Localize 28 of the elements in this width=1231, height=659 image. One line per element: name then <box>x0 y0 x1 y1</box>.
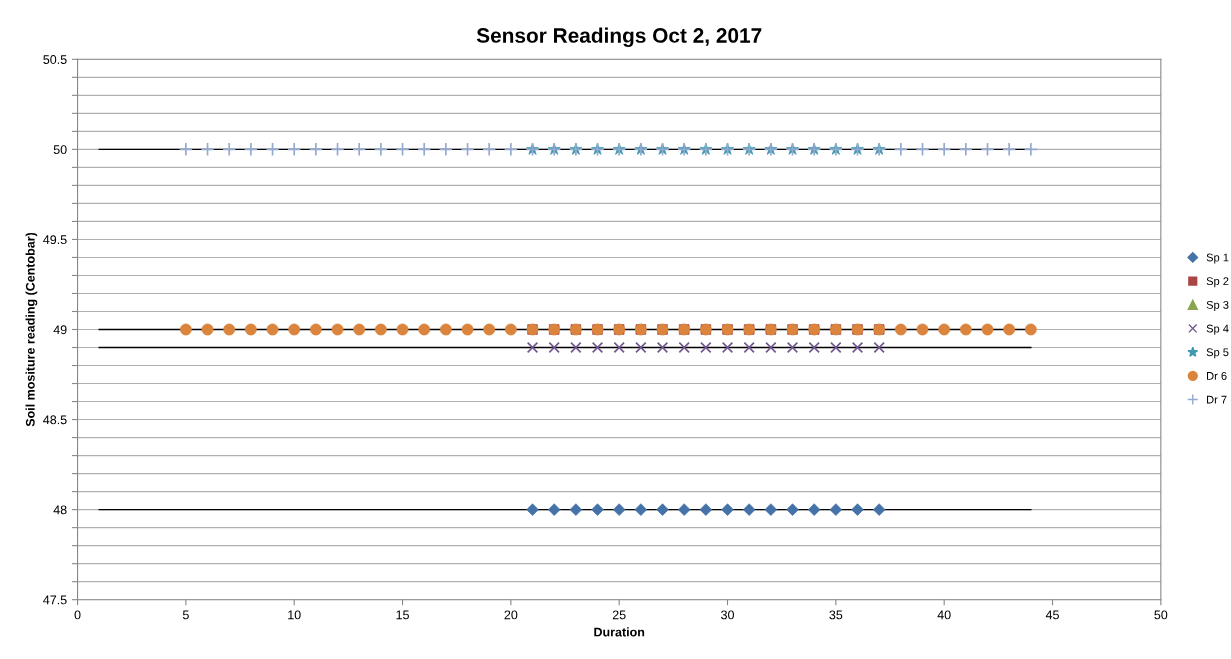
y-axis-title: Soil mositure reading (Centobar) <box>25 232 38 427</box>
y-tick-label: 48.5 <box>43 415 67 425</box>
y-tick-label: 50.5 <box>43 55 67 64</box>
x-tick-label: 0 <box>74 610 81 620</box>
x-tick-label: 20 <box>504 610 518 620</box>
legend-label: Dr 6 <box>1207 372 1227 380</box>
x-tick-label: 30 <box>721 610 734 620</box>
legend-label: Sp 4 <box>1206 324 1229 335</box>
x-tick-label: 35 <box>829 610 843 620</box>
x-tick-label: 25 <box>612 610 626 620</box>
x-tick-label: 10 <box>288 610 301 620</box>
y-tick-label: 49.5 <box>43 235 67 245</box>
legend-label: Sp 5 <box>1206 348 1229 359</box>
legend-label: Sp 1 <box>1206 253 1229 264</box>
x-tick-label: 40 <box>937 610 951 620</box>
x-tick-label: 45 <box>1045 610 1059 620</box>
legend-label: Sp 2 <box>1206 277 1229 288</box>
y-tick-label: 47.5 <box>43 595 67 605</box>
y-tick-label: 49 <box>53 325 67 335</box>
x-tick-label: 15 <box>396 610 409 620</box>
y-tick-label: 50 <box>53 145 67 155</box>
x-tick-label: 5 <box>182 610 189 620</box>
legend-label: Dr 7 <box>1207 395 1227 404</box>
legend-label: Sp 3 <box>1206 300 1229 311</box>
x-tick-label: 50 <box>1154 610 1168 620</box>
chart-title: Sensor Readings Oct 2, 2017 <box>476 27 762 48</box>
x-axis-title: Duration <box>594 627 645 637</box>
y-tick-label: 48 <box>53 505 67 515</box>
